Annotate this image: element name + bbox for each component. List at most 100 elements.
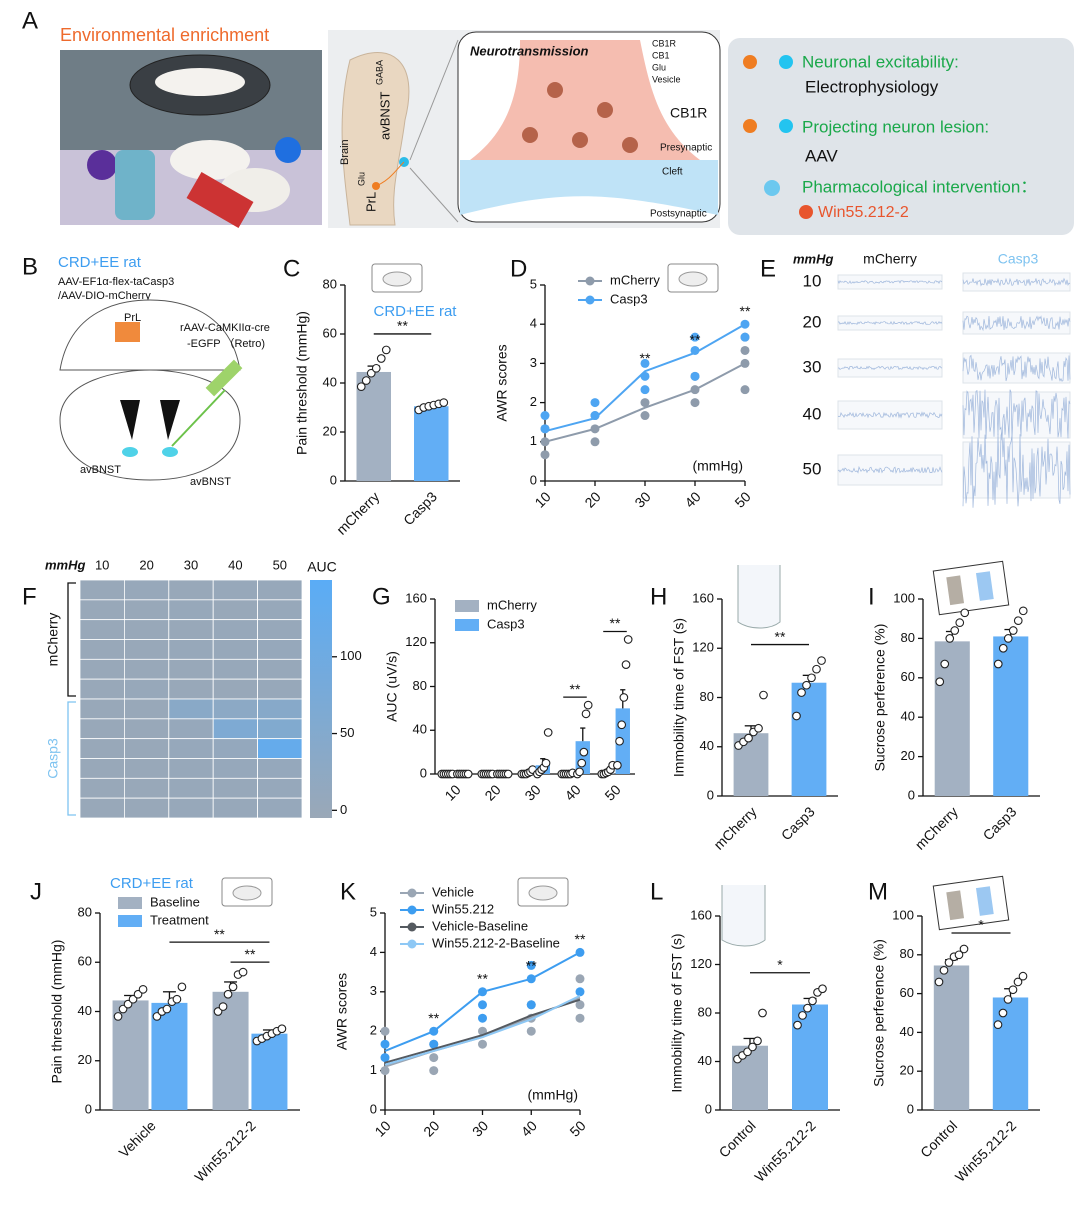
heat-cell — [212, 718, 258, 740]
ventricle — [120, 400, 180, 440]
data-point — [808, 996, 817, 1006]
label: Postsynaptic — [650, 209, 707, 220]
data-point — [238, 967, 248, 977]
legend-label: Win55.212 — [432, 901, 494, 916]
y-tick-label: 40 — [900, 1024, 914, 1039]
significance-label: ** — [428, 1010, 439, 1026]
data-point — [478, 1000, 487, 1010]
legend-label: Vehicle-Baseline — [432, 918, 528, 933]
series-line — [384, 951, 581, 1052]
trace — [837, 280, 943, 284]
x-tick-label: 30 — [469, 1117, 491, 1139]
data-point — [218, 1002, 228, 1011]
x-tick-label: Win55.212-2 — [952, 1117, 1020, 1185]
data-point — [1008, 626, 1018, 635]
data-point — [429, 1053, 439, 1063]
data-point — [526, 1000, 536, 1010]
panel-letter: H — [650, 583, 667, 610]
heat-cell — [168, 599, 214, 621]
row-label: 10 — [803, 271, 822, 290]
data-point — [177, 982, 187, 992]
y-axis-title: Sucrose perference (%) — [872, 624, 888, 772]
heat-cell — [257, 619, 303, 640]
heat-cell — [79, 678, 125, 700]
label: avBNST — [190, 476, 231, 488]
icon — [779, 119, 793, 133]
data-point — [740, 385, 750, 395]
y-tick-label: 3 — [370, 983, 377, 998]
row-label: 20 — [803, 312, 822, 331]
data-point — [1018, 606, 1028, 616]
trace — [962, 354, 1071, 382]
plus-icon — [799, 205, 813, 219]
heat-cell — [168, 777, 214, 799]
data-point — [748, 1042, 757, 1052]
data-point — [1018, 971, 1028, 981]
data-point — [543, 728, 553, 737]
heat-cell — [168, 579, 214, 601]
data-point — [1003, 634, 1013, 643]
y-tick-label: 60 — [78, 954, 92, 969]
avbnst-region — [122, 447, 138, 457]
heat-cell — [257, 579, 303, 601]
photo-rat — [170, 140, 250, 180]
label: AAV-EF1α-flex-taCasp3 — [58, 276, 174, 288]
subtitle: CRD+EE rat — [110, 875, 194, 892]
data-point — [590, 437, 600, 447]
data-point — [797, 688, 806, 697]
y-tick-label: 0 — [530, 472, 537, 487]
y-tick-label: 80 — [78, 904, 92, 919]
x-axis-title: mmHg — [45, 557, 86, 572]
y-tick-label: 60 — [901, 669, 915, 684]
heat-cell — [168, 639, 214, 660]
data-point — [615, 736, 624, 746]
heat-cell — [79, 738, 125, 759]
y-tick-label: 40 — [700, 738, 714, 753]
icon — [743, 55, 757, 69]
colorbar-title: AUC — [307, 559, 337, 575]
heat-cell — [124, 639, 170, 660]
data-point — [162, 1004, 172, 1014]
data-point — [613, 760, 622, 770]
method-title: Projecting neuron lesion: — [802, 117, 989, 136]
series-line — [384, 994, 581, 1066]
data-point — [934, 977, 944, 987]
label: avBNST — [80, 464, 121, 476]
x-tick-label: 20 — [420, 1117, 442, 1139]
bar — [791, 682, 827, 796]
panel-letter: J — [30, 878, 42, 905]
group-bracket — [67, 701, 76, 816]
icon — [743, 119, 757, 133]
data-point — [758, 1008, 767, 1018]
data-point — [223, 989, 233, 999]
beaker-icon — [721, 885, 766, 947]
data-point — [429, 1039, 439, 1049]
data-point — [575, 974, 585, 984]
data-point — [526, 960, 536, 970]
data-point — [1003, 995, 1013, 1004]
panel-letter: M — [868, 878, 888, 905]
legend-text: CB1 — [652, 50, 670, 60]
y-tick-label: 120 — [690, 956, 712, 971]
significance-label: ** — [397, 318, 408, 334]
y-axis-title: Immobility time of FST (s) — [669, 933, 685, 1092]
y-axis-title: AWR scores — [494, 344, 510, 421]
significance-label: ** — [245, 946, 256, 962]
y-tick-label: 2 — [370, 1023, 377, 1038]
y-tick-label: 20 — [901, 748, 915, 763]
x-tick-label: Control — [716, 1117, 759, 1160]
row-label: 40 — [803, 404, 822, 423]
heat-cell — [124, 718, 170, 740]
panel-letter: E — [760, 255, 776, 282]
data-point — [793, 1020, 802, 1030]
data-point — [740, 332, 750, 342]
data-point — [640, 385, 650, 395]
column-label: Casp3 — [998, 251, 1039, 267]
data-point — [1008, 985, 1018, 995]
y-tick-label: 120 — [405, 634, 427, 649]
column-label: mCherry — [863, 251, 917, 267]
panel-letter: L — [650, 878, 663, 905]
x-tick-label: 10 — [95, 557, 109, 572]
trace-frame — [837, 315, 943, 331]
